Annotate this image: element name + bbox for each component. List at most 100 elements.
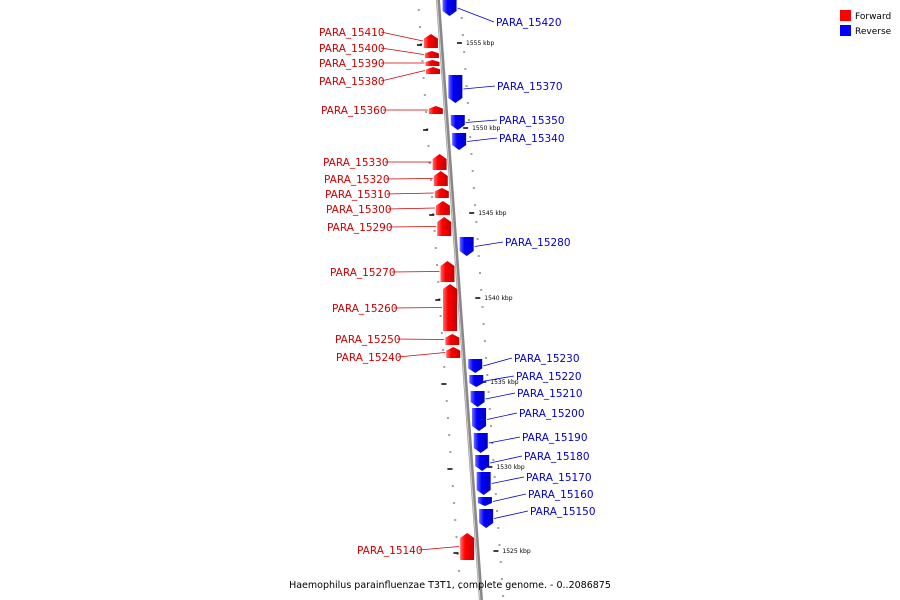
gene-label[interactable]: PARA_15190 [522, 432, 588, 444]
gene-arrow[interactable] [460, 533, 475, 560]
legend-label-reverse: Reverse [855, 27, 892, 37]
gene-leader-line [386, 192, 434, 195]
legend-swatch-reverse [840, 25, 851, 36]
gene-arrow[interactable] [459, 237, 474, 256]
gene-arrow[interactable] [445, 334, 460, 345]
gene-label[interactable]: PARA_15290 [327, 222, 393, 234]
gene-para-15380[interactable]: PARA_15380 [319, 67, 441, 88]
gene-arrow[interactable] [443, 284, 458, 331]
gene-para-15360[interactable]: PARA_15360 [321, 105, 443, 117]
gene-para-15240[interactable]: PARA_15240 [336, 347, 461, 364]
tick-label: 1540 kbp [484, 295, 512, 302]
gene-arrow[interactable] [440, 261, 455, 282]
gene-para-15340[interactable]: PARA_15340 [452, 133, 565, 150]
gene-arrow[interactable] [424, 51, 439, 58]
gene-arrow[interactable] [434, 188, 449, 198]
gene-label[interactable]: PARA_15220 [516, 371, 582, 383]
gene-label[interactable]: PARA_15230 [514, 353, 580, 365]
gene-label[interactable]: PARA_15410 [319, 27, 385, 39]
gene-arrow[interactable] [452, 133, 467, 150]
gene-label[interactable]: PARA_15360 [321, 105, 387, 117]
gene-arrow[interactable] [470, 391, 485, 407]
gene-label[interactable]: PARA_15200 [519, 408, 585, 420]
gene-label[interactable]: PARA_15210 [517, 388, 583, 400]
gene-arrow[interactable] [475, 455, 490, 471]
gene-arrow[interactable] [476, 472, 491, 495]
gene-arrow[interactable] [477, 497, 492, 506]
gene-arrow[interactable] [468, 359, 483, 373]
gene-label[interactable]: PARA_15170 [526, 472, 592, 484]
gene-para-15170[interactable]: PARA_15170 [476, 472, 592, 495]
gene-arrow[interactable] [479, 509, 494, 528]
gene-label[interactable]: PARA_15380 [319, 76, 385, 88]
gene-arrow[interactable] [425, 60, 440, 66]
gene-leader-line [391, 271, 440, 273]
gene-arrow[interactable] [442, 0, 457, 16]
gene-label[interactable]: PARA_15180 [524, 451, 590, 463]
gene-label[interactable]: PARA_15300 [326, 204, 392, 216]
gene-arrow[interactable] [473, 433, 488, 453]
gene-leader-line [486, 412, 518, 420]
gene-leader-line [397, 352, 446, 358]
gene-label[interactable]: PARA_15310 [325, 189, 391, 201]
gene-leader-line [393, 307, 443, 309]
gene-arrow[interactable] [472, 408, 487, 431]
gene-para-15220[interactable]: PARA_15220 [469, 371, 582, 387]
gene-label[interactable]: PARA_15140 [357, 545, 423, 557]
gene-label[interactable]: PARA_15270 [330, 267, 396, 279]
gene-para-15320[interactable]: PARA_15320 [324, 171, 448, 186]
gene-para-15280[interactable]: PARA_15280 [459, 237, 571, 256]
gene-para-15350[interactable]: PARA_15350 [450, 115, 565, 130]
gene-label[interactable]: PARA_15280 [505, 237, 571, 249]
gene-label[interactable]: PARA_15390 [319, 58, 385, 70]
gene-para-15190[interactable]: PARA_15190 [473, 432, 588, 453]
gene-label[interactable]: PARA_15250 [335, 334, 401, 346]
gene-para-15420[interactable]: PARA_15420 [442, 0, 562, 29]
gene-arrow[interactable] [437, 217, 452, 236]
gene-leader-line [485, 392, 516, 400]
gene-arrow[interactable] [423, 34, 438, 48]
gene-arrow[interactable] [469, 375, 484, 387]
gene-label[interactable]: PARA_15240 [336, 352, 402, 364]
gene-leader-line [491, 476, 525, 484]
gene-label[interactable]: PARA_15400 [319, 43, 385, 55]
gene-arrow[interactable] [433, 171, 448, 186]
gene-para-15370[interactable]: PARA_15370 [448, 75, 563, 103]
gene-arrow[interactable] [428, 106, 443, 114]
gene-label[interactable]: PARA_15150 [530, 506, 596, 518]
gene-para-15400[interactable]: PARA_15400 [319, 43, 439, 58]
gene-para-15310[interactable]: PARA_15310 [325, 188, 449, 201]
gene-arrow[interactable] [446, 347, 461, 358]
gene-arrow[interactable] [435, 201, 450, 215]
gene-para-15160[interactable]: PARA_15160 [477, 489, 594, 506]
gene-para-15390[interactable]: PARA_15390 [319, 58, 440, 70]
gene-leader-line [418, 546, 460, 551]
gene-arrow[interactable] [450, 115, 465, 130]
gene-para-15140[interactable]: PARA_15140 [357, 533, 475, 560]
gene-leader-line [488, 436, 521, 444]
gene-arrow[interactable] [426, 67, 441, 74]
gene-label[interactable]: PARA_15350 [499, 115, 565, 127]
gene-leader-line [484, 375, 515, 382]
gene-arrow[interactable] [432, 154, 447, 170]
gene-para-15410[interactable]: PARA_15410 [319, 27, 438, 48]
gene-label[interactable]: PARA_15420 [496, 17, 562, 29]
gene-label[interactable]: PARA_15340 [499, 133, 565, 145]
gene-para-15210[interactable]: PARA_15210 [470, 388, 583, 407]
gene-arrow[interactable] [448, 75, 463, 103]
gene-para-15330[interactable]: PARA_15330 [323, 154, 447, 170]
gene-para-15150[interactable]: PARA_15150 [479, 506, 596, 528]
gene-label[interactable]: PARA_15330 [323, 157, 389, 169]
gene-para-15180[interactable]: PARA_15180 [475, 451, 590, 471]
gene-para-15230[interactable]: PARA_15230 [468, 353, 580, 373]
gene-para-15300[interactable]: PARA_15300 [326, 201, 450, 216]
gene-label[interactable]: PARA_15370 [497, 81, 563, 93]
gene-para-15270[interactable]: PARA_15270 [330, 261, 455, 282]
gene-para-15200[interactable]: PARA_15200 [472, 408, 585, 431]
gene-para-15260[interactable]: PARA_15260 [332, 284, 458, 331]
gene-label[interactable]: PARA_15160 [528, 489, 594, 501]
gene-para-15290[interactable]: PARA_15290 [327, 217, 452, 236]
gene-label[interactable]: PARA_15320 [324, 174, 390, 186]
gene-label[interactable]: PARA_15260 [332, 303, 398, 315]
gene-para-15250[interactable]: PARA_15250 [335, 334, 460, 346]
